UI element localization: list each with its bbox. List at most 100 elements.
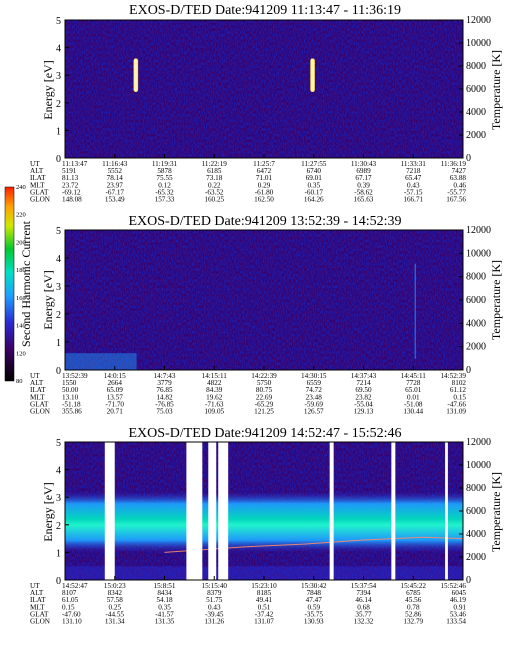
ephemeris-value: 0.29 — [258, 181, 271, 189]
ephemeris-value: 14:52:47 — [62, 582, 88, 590]
y2-tick-label: 6000 — [466, 295, 486, 306]
colorbar-tick-label: 120 — [16, 350, 26, 357]
ephemeris-value: 20.71 — [107, 408, 124, 416]
ephemeris-value: 73.18 — [206, 174, 223, 182]
y2-tick-label: 4000 — [466, 529, 486, 540]
low-energy-fringe — [65, 353, 137, 370]
ephemeris-value: 23.82 — [355, 393, 372, 401]
colorbar-tick-label: 200 — [16, 239, 26, 246]
ephemeris-value: 8107 — [62, 589, 77, 597]
ephemeris-value: -47.60 — [62, 610, 81, 618]
ephemeris-value: 0.25 — [108, 603, 121, 611]
ephemeris-value: 51.75 — [206, 596, 223, 604]
ephemeris-value: 75.03 — [156, 408, 173, 416]
ephemeris-value: 0.01 — [407, 393, 420, 401]
panel-1-axes: 0 1 2 3 4 5 0 2000 4000 6000 8000 10000 12000 — [56, 15, 491, 165]
colorbar-gradient — [4, 186, 15, 382]
ephemeris-row-label: UT — [30, 372, 40, 380]
y-tick-label: 5 — [56, 226, 61, 237]
ephemeris-value: 130.44 — [403, 408, 423, 416]
ephemeris-value: 0.43 — [208, 603, 221, 611]
ephemeris-value: 23.48 — [306, 393, 323, 401]
panel-3-ylabel: Energy [eV] — [41, 482, 55, 541]
ephemeris-value: -61.80 — [255, 188, 274, 196]
ephemeris-value: 5878 — [157, 167, 172, 175]
ephemeris-value: 162.50 — [254, 196, 274, 204]
ephemeris-value: -58.62 — [354, 188, 373, 196]
panel-2-plot — [65, 230, 463, 370]
panel-2-axes: 0 1 2 3 4 5 0 2000 4000 6000 8000 10000 12000 — [56, 225, 491, 377]
ephemeris-value: 45.56 — [405, 596, 422, 604]
ephemeris-value: 0.15 — [62, 603, 75, 611]
ephemeris-value: 7848 — [307, 589, 322, 597]
ephemeris-value: 65.09 — [107, 386, 124, 394]
colorbar-tick-label: 160 — [16, 295, 26, 302]
ephemeris-value: 8434 — [157, 589, 172, 597]
ephemeris-value: 76.85 — [156, 386, 173, 394]
ephemeris-value: 23.97 — [107, 181, 124, 189]
data-gap — [445, 442, 448, 580]
ephemeris-value: 8185 — [257, 589, 272, 597]
ephemeris-value: 0.12 — [158, 181, 171, 189]
ephemeris-value: 4822 — [207, 379, 222, 387]
heatmap-noise — [65, 230, 463, 370]
y2-tick-label: 8000 — [466, 61, 486, 72]
ephemeris-value: 53.46 — [450, 610, 467, 618]
ephemeris-value: 54.18 — [156, 596, 173, 604]
spectrogram-panel-1: EXOS-D/TED Date:941209 11:13:47 - 11:36:… — [30, 3, 503, 204]
ephemeris-value: 133.54 — [446, 618, 466, 626]
ephemeris-value: 166.71 — [403, 196, 423, 204]
ephemeris-value: -60.17 — [304, 188, 323, 196]
y-tick-label: 5 — [56, 438, 61, 449]
ephemeris-row-label: MLT — [30, 393, 45, 401]
ephemeris-value: 14:37:43 — [351, 372, 377, 380]
ephemeris-value: 5750 — [257, 379, 272, 387]
ephemeris-value: 5552 — [108, 167, 123, 175]
ephemeris-value: 8379 — [207, 589, 222, 597]
y-tick-label: 3 — [56, 71, 61, 82]
ephemeris-value: 11:36:19 — [441, 160, 467, 168]
ephemeris-value: 131.34 — [105, 618, 125, 626]
ephemeris-value: 11:22:19 — [202, 160, 228, 168]
ephemeris-value: 47.47 — [306, 596, 323, 604]
ephemeris-value: 167.56 — [446, 196, 466, 204]
ephemeris-value: 23.72 — [62, 181, 79, 189]
heatmap-noise — [65, 20, 463, 158]
energy-band — [65, 491, 463, 553]
ephemeris-value: 0.15 — [453, 393, 466, 401]
ephemeris-value: 63.88 — [450, 174, 467, 182]
data-gap — [329, 442, 334, 580]
panel-1-plot — [65, 20, 463, 158]
ephemeris-row-label: ALT — [30, 589, 44, 597]
ephemeris-value: 0.68 — [357, 603, 370, 611]
y2-tick-label: 6000 — [466, 506, 486, 517]
ephemeris-value: 5191 — [62, 167, 77, 175]
panel-3-axes: 0 1 2 3 4 5 0 2000 4000 6000 8000 10000 12000 — [56, 437, 491, 587]
y-tick-label: 2 — [56, 521, 61, 532]
ephemeris-value: 84.39 — [206, 386, 223, 394]
data-gap — [186, 442, 203, 580]
ephemeris-value: 355.86 — [62, 408, 82, 416]
y-tick-label: 3 — [56, 282, 61, 293]
ephemeris-value: 61.05 — [62, 596, 79, 604]
ephemeris-value: -59.69 — [304, 400, 323, 408]
ephemeris-value: 3779 — [157, 379, 172, 387]
panel-1-ephemeris: UTALTILATMLTGLATGLON11:13:47519181.1323.… — [30, 160, 466, 204]
ephemeris-value: 14:15:11 — [202, 372, 228, 380]
ephemeris-row-label: MLT — [30, 603, 45, 611]
data-gap — [208, 442, 217, 580]
y-tick-label: 4 — [56, 254, 61, 265]
ephemeris-value: 19.62 — [206, 393, 223, 401]
ephemeris-row-label: UT — [30, 582, 40, 590]
ephemeris-value: 71.01 — [256, 174, 273, 182]
ephemeris-value: 80.75 — [256, 386, 273, 394]
ephemeris-value: 46.14 — [355, 596, 372, 604]
panel-1-y2label: Temperature [K] — [489, 50, 503, 130]
ephemeris-row-label: ALT — [30, 167, 44, 175]
ephemeris-value: 11:33:31 — [401, 160, 427, 168]
ephemeris-value: -65.32 — [155, 188, 174, 196]
y2-tick-label: 0 — [466, 153, 471, 164]
ephemeris-value: 52.86 — [405, 610, 422, 618]
ephemeris-value: 67.17 — [355, 174, 372, 182]
